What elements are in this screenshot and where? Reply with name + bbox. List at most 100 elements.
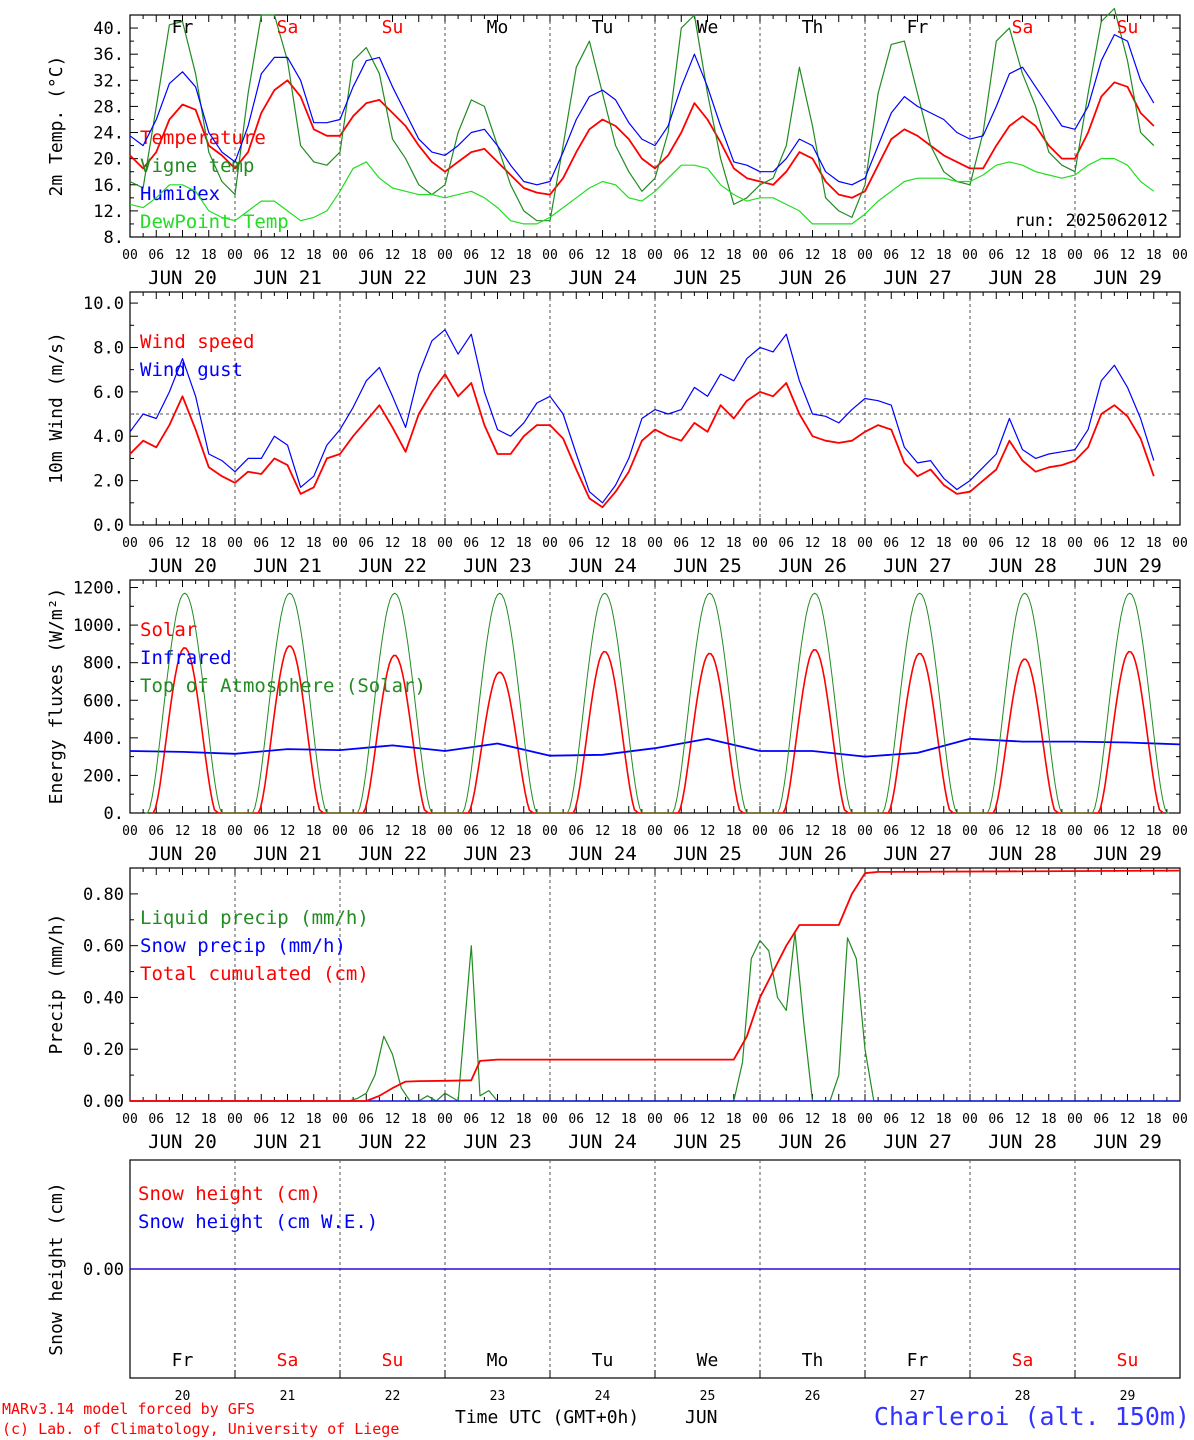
hour-label: 12 [700,248,716,263]
hour-label: 18 [936,824,952,839]
chart-panels: 00 06 12 18 00 06 12 18 00 06 12 18 00 06 12 18 00 06 12 18… [46,7,1188,1404]
hour-label: 18 [306,248,322,263]
hour-label: 06 [148,824,164,839]
series-line-2 [129,7,1155,222]
hour-label: 00 [647,248,663,263]
time-axis-title: Time UTC (GMT+0h) [455,1407,639,1428]
hour-label: 12 [1120,248,1136,263]
hour-label: 00 [542,248,558,263]
hour-label: 06 [148,248,164,263]
date-label: JUN 26 [778,267,847,289]
hour-label: 06 [1093,824,1109,839]
hour-label: 06 [778,1112,794,1127]
weekday-label: Th [802,17,824,38]
hour-label: 00 [962,1112,978,1127]
hour-label: 00 [332,824,348,839]
date-label: JUN 25 [673,267,742,289]
weekday-label: Sa [1012,17,1034,38]
hour-label: 12 [595,536,611,551]
hour-label: 12 [1015,1112,1031,1127]
hour-label: 00 [752,536,768,551]
weekday-label: Fr [907,1350,929,1371]
y-tick-label: 400. [83,729,124,749]
hour-label: 06 [253,1112,269,1127]
y-tick-label: 0.0 [93,516,124,536]
weekday-label: We [697,17,719,38]
hour-label: 06 [1093,248,1109,263]
hour-label: 06 [883,536,899,551]
hour-label: 06 [1093,1112,1109,1127]
y-tick-label: 10.0 [83,294,124,314]
hour-label: 00 [332,1112,348,1127]
date-label: JUN 20 [148,843,217,865]
hour-label: 12 [1120,1112,1136,1127]
series-line-1 [129,79,1155,199]
hour-label: 06 [358,536,374,551]
date-label: JUN 21 [253,555,322,577]
hour-label: 18 [516,248,532,263]
hour-label: 12 [385,824,401,839]
hour-label: 18 [411,248,427,263]
hour-label: 18 [726,248,742,263]
hour-label: 12 [280,824,296,839]
hour-label: 18 [621,536,637,551]
hour-label: 00 [962,248,978,263]
hour-label: 00 [332,536,348,551]
hour-label: 12 [175,248,191,263]
date-label: JUN 20 [148,267,217,289]
hour-label: 12 [1015,536,1031,551]
y-tick-label: 0.60 [83,937,124,957]
date-label: JUN 28 [988,843,1057,865]
hour-label: 00 [437,1112,453,1127]
hour-label: 12 [910,1112,926,1127]
day-number-label: 23 [490,1389,506,1404]
y-tick-label: 8.0 [93,338,124,358]
hour-label: 00 [542,536,558,551]
hour-label: 18 [726,1112,742,1127]
weekday-label: We [697,1350,719,1371]
hour-label: 06 [148,536,164,551]
hour-label: 18 [411,824,427,839]
weekday-label: Mo [487,17,509,38]
date-label: JUN 21 [253,1131,322,1153]
date-label: JUN 28 [988,1131,1057,1153]
hour-label: 12 [805,536,821,551]
hour-label: 12 [805,248,821,263]
y-tick-label: 12. [93,202,124,222]
legend-entry: Wind speed [140,331,254,353]
hour-label: 00 [1067,248,1083,263]
hour-label: 00 [542,1112,558,1127]
series-line-3 [129,33,1155,186]
y-tick-label: 0.00 [83,1260,124,1280]
hour-label: 00 [437,536,453,551]
y-tick-label: 4.0 [93,427,124,447]
weekday-label: Tu [592,1350,614,1371]
legend-entry: Total cumulated (cm) [140,963,369,985]
day-number-label: 20 [175,1389,191,1404]
hour-label: 12 [595,248,611,263]
hour-label: 18 [306,824,322,839]
series-line-1 [129,373,1155,509]
legend-entry: Humidex [140,183,220,205]
run-label: run: 2025062012 [1014,211,1168,231]
hour-label: 18 [831,824,847,839]
hour-label: 18 [1146,536,1162,551]
y-axis-title: 2m Temp. (°C) [46,56,67,197]
hour-label: 12 [700,1112,716,1127]
hour-label: 06 [673,536,689,551]
date-label: JUN 29 [1093,843,1162,865]
date-label: JUN 29 [1093,267,1162,289]
hour-label: 18 [306,536,322,551]
date-label: JUN 25 [673,555,742,577]
hour-label: 18 [1146,248,1162,263]
weekday-label: Fr [907,17,929,38]
date-label: JUN 29 [1093,555,1162,577]
hour-label: 12 [1120,536,1136,551]
hour-label: 00 [437,248,453,263]
weekday-label: Su [382,1350,404,1371]
hour-label: 12 [910,248,926,263]
date-label: JUN 27 [883,1131,952,1153]
hour-label: 00 [227,1112,243,1127]
date-label: JUN 21 [253,267,322,289]
